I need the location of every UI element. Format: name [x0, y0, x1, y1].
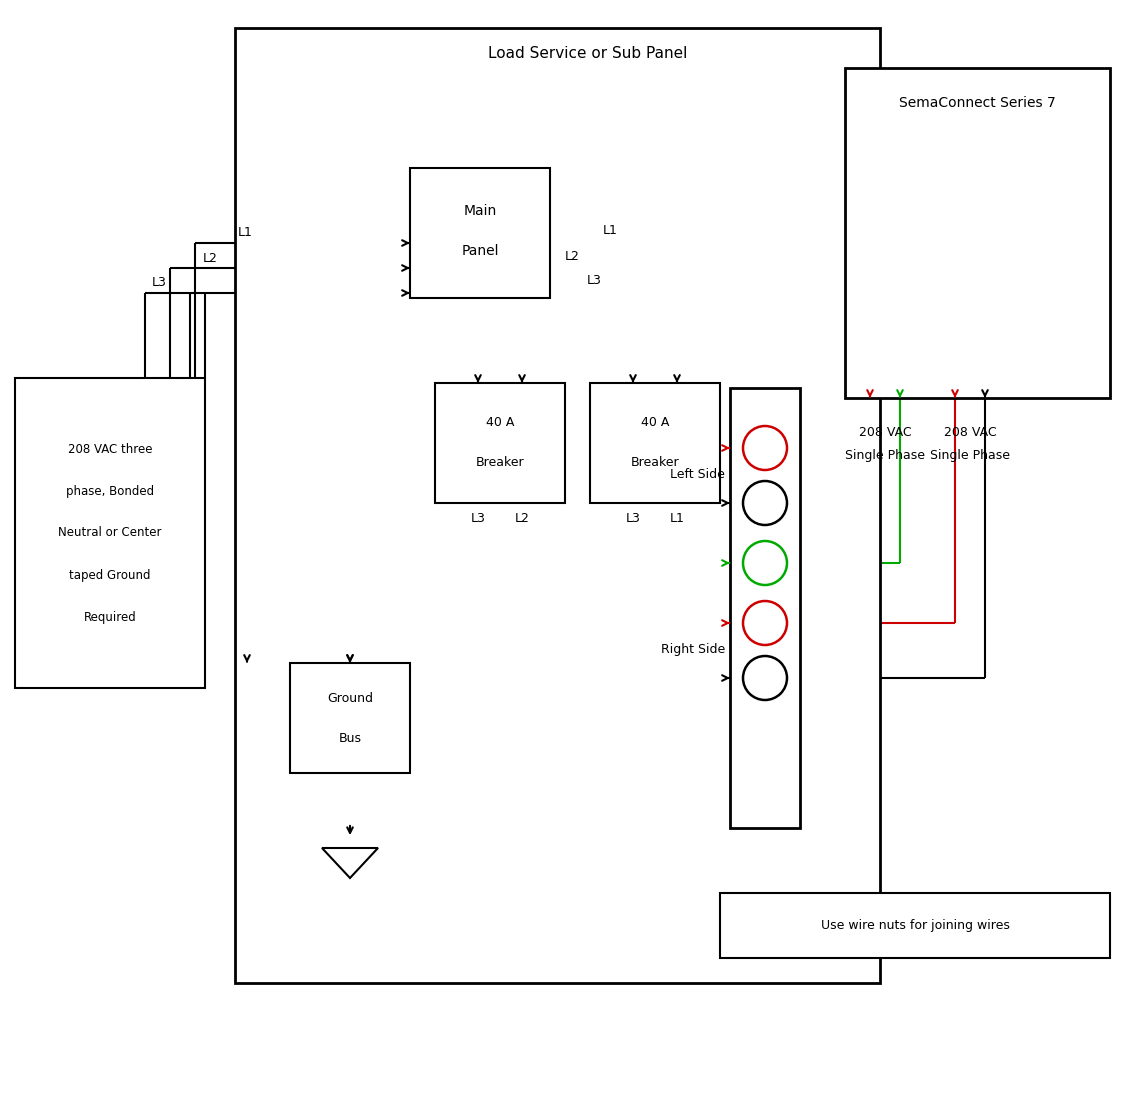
Bar: [290, 663, 410, 773]
Circle shape: [744, 481, 786, 525]
Text: L3: L3: [586, 274, 601, 288]
Bar: [435, 383, 565, 503]
Text: L3: L3: [153, 277, 167, 290]
Text: Left Side: Left Side: [670, 469, 725, 482]
Text: Neutral or Center: Neutral or Center: [59, 527, 162, 539]
Text: Breaker: Breaker: [631, 457, 679, 470]
Text: Single Phase: Single Phase: [930, 449, 1010, 462]
Circle shape: [744, 426, 786, 470]
Text: L2: L2: [202, 251, 217, 265]
Text: L2: L2: [565, 249, 580, 262]
Text: L2: L2: [514, 512, 530, 525]
Text: 208 VAC three: 208 VAC three: [68, 442, 153, 456]
Circle shape: [744, 541, 786, 585]
Circle shape: [744, 601, 786, 645]
Text: Required: Required: [84, 610, 137, 624]
Text: 208 VAC: 208 VAC: [944, 426, 997, 439]
Text: Main: Main: [463, 204, 496, 219]
Text: Panel: Panel: [461, 244, 498, 258]
Text: Use wire nuts for joining wires: Use wire nuts for joining wires: [820, 919, 1009, 932]
Text: L3: L3: [470, 512, 486, 525]
Text: L1: L1: [602, 224, 617, 237]
Circle shape: [744, 656, 786, 701]
Bar: [730, 388, 800, 828]
Text: Ground: Ground: [327, 692, 373, 705]
Text: Breaker: Breaker: [476, 457, 524, 470]
Bar: [410, 168, 550, 298]
Text: SemaConnect Series 7: SemaConnect Series 7: [899, 96, 1055, 110]
Text: phase, Bonded: phase, Bonded: [66, 484, 154, 497]
Text: Single Phase: Single Phase: [845, 449, 925, 462]
Text: Bus: Bus: [339, 731, 362, 744]
Bar: [235, 29, 880, 983]
Text: 40 A: 40 A: [641, 416, 669, 429]
Text: 208 VAC: 208 VAC: [859, 426, 911, 439]
Text: taped Ground: taped Ground: [69, 569, 150, 582]
Bar: [590, 383, 720, 503]
Bar: [845, 68, 1110, 397]
Text: L1: L1: [237, 226, 252, 239]
Text: L1: L1: [670, 512, 685, 525]
Text: L3: L3: [626, 512, 641, 525]
Bar: [15, 378, 205, 688]
Text: Load Service or Sub Panel: Load Service or Sub Panel: [488, 45, 687, 60]
Text: 40 A: 40 A: [486, 416, 514, 429]
Bar: [720, 893, 1110, 957]
Text: Right Side: Right Side: [661, 643, 725, 657]
